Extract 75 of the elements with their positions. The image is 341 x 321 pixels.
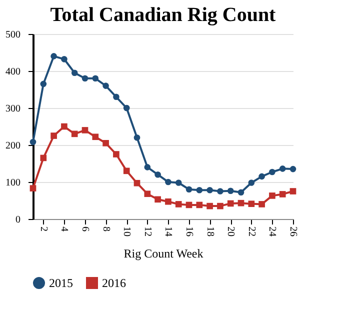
point: [30, 138, 36, 146]
chart-title: Total Canadian Rig Count: [50, 4, 276, 26]
point: [186, 186, 192, 193]
point: [71, 130, 78, 138]
y-tick-label: 0: [16, 214, 20, 226]
point: [102, 82, 109, 89]
point: [269, 192, 276, 199]
x-tick-label: 8: [100, 226, 112, 232]
point: [217, 202, 224, 210]
point: [144, 190, 151, 198]
point: [165, 198, 172, 205]
y-tick-label: 200: [6, 140, 20, 152]
x-tick-label: 20: [225, 226, 236, 236]
point: [238, 189, 244, 196]
point: [154, 196, 161, 203]
point: [175, 201, 182, 208]
point: [50, 132, 57, 139]
y-tick-label: 300: [6, 104, 20, 114]
x-tick-label: 10: [121, 226, 132, 236]
y-tick-label: 400: [6, 66, 20, 78]
x-tick-label: 18: [204, 226, 216, 236]
point: [82, 75, 88, 82]
point: [290, 188, 296, 194]
point: [92, 134, 99, 140]
x-tick-label: 6: [80, 226, 90, 232]
x-tick-label: 14: [162, 226, 174, 236]
point: [30, 185, 36, 192]
point: [134, 180, 140, 186]
point: [61, 123, 68, 130]
point: [61, 56, 68, 62]
point: [206, 202, 213, 210]
x-axis-title: Rig Count Week: [124, 246, 204, 260]
y-tick-label: 100: [6, 178, 20, 188]
point: [50, 53, 57, 60]
point: [154, 171, 161, 178]
x-tick-label: 26: [288, 226, 298, 236]
point: [113, 94, 120, 100]
point: [92, 75, 99, 82]
legend-label: 2015: [49, 276, 73, 290]
x-tick-label: 2: [38, 226, 49, 232]
point: [227, 200, 234, 207]
point: [102, 140, 109, 146]
point: [196, 186, 203, 194]
point: [186, 202, 192, 208]
y-tick-label: 500: [6, 30, 20, 40]
point: [206, 186, 213, 194]
point: [217, 188, 224, 194]
point: [40, 80, 47, 88]
point: [113, 151, 120, 158]
point: [165, 178, 172, 186]
x-tick-label: 12: [142, 226, 153, 236]
point: [40, 154, 47, 162]
point: [227, 188, 234, 194]
point: [144, 164, 151, 170]
point: [175, 180, 182, 186]
point: [134, 134, 140, 141]
point: [123, 104, 130, 112]
point: [269, 168, 276, 176]
point: [82, 127, 88, 134]
x-tick-label: 22: [246, 226, 257, 236]
point: [258, 173, 265, 180]
x-tick-label: 4: [58, 226, 70, 232]
point: [248, 200, 255, 207]
point: [71, 70, 78, 76]
point: [279, 166, 286, 172]
point: [238, 200, 244, 206]
point: [123, 168, 130, 174]
point: [196, 202, 203, 208]
x-tick-label: 24: [266, 226, 278, 236]
point: [258, 201, 265, 208]
x-tick-label: 16: [184, 226, 194, 236]
point: [248, 180, 255, 186]
point: [279, 191, 286, 198]
legend-label: 2016: [102, 276, 126, 290]
point: [290, 166, 296, 172]
